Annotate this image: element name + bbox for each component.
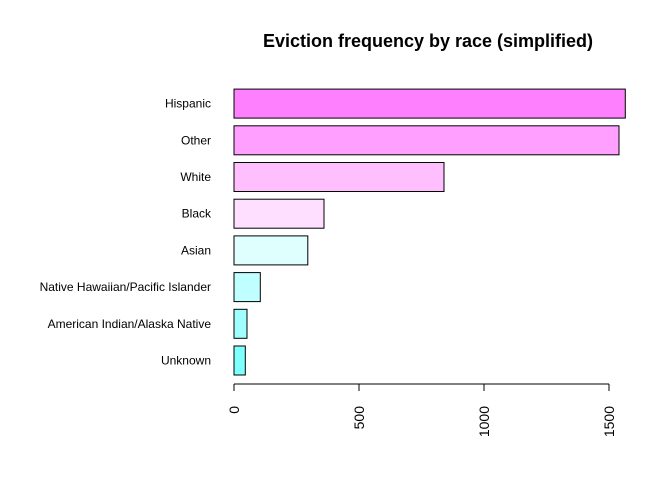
chart-title: Eviction frequency by race (simplified): [263, 31, 593, 51]
bar-hispanic: [233, 88, 626, 119]
bar-unknown: [233, 345, 246, 376]
x-tick-label: 500: [351, 406, 367, 430]
category-label: Hispanic: [165, 97, 211, 111]
x-tick-label: 0: [226, 406, 242, 414]
category-label: Native Hawaiian/Pacific Islander: [40, 280, 211, 294]
bar-other: [233, 125, 620, 156]
x-tick-label: 1500: [601, 406, 617, 437]
category-label: Asian: [181, 243, 211, 257]
category-label: Unknown: [161, 354, 211, 368]
bars-group: [233, 88, 626, 376]
bar-asian: [233, 235, 309, 266]
bar-native-hawaiian-pacific-islander: [233, 272, 261, 303]
category-label: Black: [182, 207, 212, 221]
category-label: Other: [181, 133, 211, 147]
category-label: American Indian/Alaska Native: [48, 317, 212, 331]
category-labels: Unknown American Indian/Alaska Native Nati…: [40, 97, 212, 368]
category-label: White: [180, 170, 211, 184]
x-axis: 0 500 1000 1500: [226, 383, 617, 437]
bar-white: [233, 162, 445, 192]
bar-black: [233, 198, 325, 229]
x-tick-label: 1000: [476, 406, 492, 437]
bar-american-indian-alaska-native: [233, 308, 248, 339]
